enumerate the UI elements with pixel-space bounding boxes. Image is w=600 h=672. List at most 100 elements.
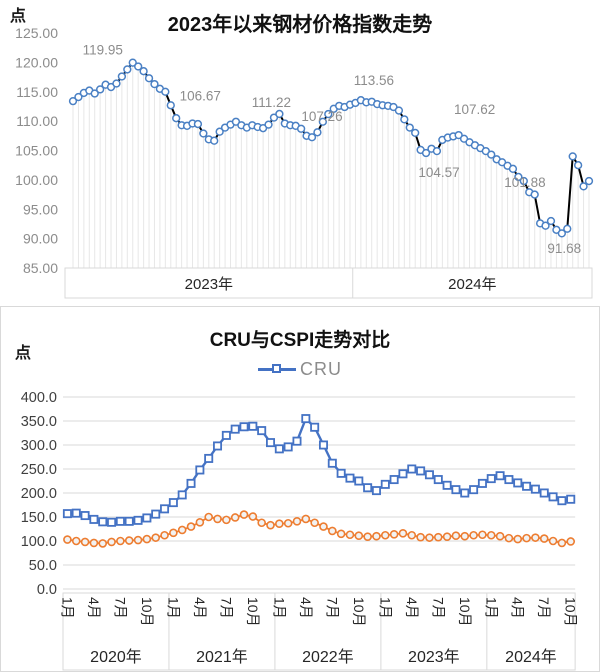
cru-marker xyxy=(504,475,514,485)
chart2-ytick-label: 0.0 xyxy=(37,582,57,598)
cspi-marker xyxy=(310,518,319,528)
x-axis-band xyxy=(64,267,593,299)
chart1-ytick-label: 105.00 xyxy=(15,143,58,159)
chart2-ytick-label: 150.0 xyxy=(21,510,57,526)
cru-marker xyxy=(513,478,523,488)
month-tick-label: 7月 xyxy=(536,597,552,619)
data-point-marker xyxy=(172,114,181,123)
cru-marker xyxy=(557,496,567,506)
cspi-marker xyxy=(451,531,461,541)
data-label: 111.22 xyxy=(252,95,291,110)
month-tick-label: 4月 xyxy=(404,597,420,619)
data-point-marker xyxy=(514,172,523,182)
cru-marker xyxy=(115,516,125,526)
data-point-marker xyxy=(112,79,121,88)
cspi-marker xyxy=(89,538,99,548)
month-tick-label: 10月 xyxy=(563,597,579,627)
data-label: 106.67 xyxy=(180,89,221,104)
data-label: 107.62 xyxy=(454,102,495,117)
chart1-ytick-label: 110.00 xyxy=(16,113,58,129)
cspi-marker xyxy=(548,536,558,546)
cspi-marker xyxy=(478,530,487,540)
data-point-marker xyxy=(210,136,219,145)
data-point-marker xyxy=(74,92,83,102)
month-tick-label: 4月 xyxy=(298,597,314,619)
cru-marker xyxy=(292,436,302,446)
month-tick-label: 1月 xyxy=(59,597,75,619)
month-tick-label: 4月 xyxy=(510,597,526,619)
cspi-marker xyxy=(204,512,213,522)
data-point-marker xyxy=(90,89,99,98)
data-point-marker xyxy=(96,85,105,94)
cspi-marker xyxy=(504,533,514,543)
cru-legend-square-icon xyxy=(272,364,281,373)
data-label: 101.88 xyxy=(504,175,545,190)
chart2-ytick-label: 200.0 xyxy=(21,486,57,502)
cru-marker xyxy=(354,476,364,486)
cru-line xyxy=(67,416,571,524)
data-point-marker xyxy=(215,127,224,136)
cru-legend-label: CRU xyxy=(300,359,342,379)
data-point-marker xyxy=(454,130,463,140)
cru-marker xyxy=(345,473,355,483)
cru-marker xyxy=(160,504,170,514)
cru-marker xyxy=(495,471,505,481)
cspi-marker xyxy=(301,514,311,524)
chart2-ytick-label: 50.0 xyxy=(29,558,57,574)
cspi-marker xyxy=(292,517,302,526)
data-point-marker xyxy=(193,119,203,129)
cspi-marker xyxy=(63,535,72,544)
data-point-marker xyxy=(269,113,279,122)
data-point-marker xyxy=(568,152,577,161)
data-label: 113.56 xyxy=(354,73,394,88)
cspi-marker xyxy=(248,512,258,521)
cru-marker xyxy=(380,479,390,489)
chart1-ytick-label: 115.00 xyxy=(16,84,58,100)
data-point-marker xyxy=(318,117,328,126)
month-tick-label: 7月 xyxy=(112,597,128,619)
chart1-ytick-label: 120.00 xyxy=(15,54,58,70)
chart2-year-label: 2023年 xyxy=(408,648,460,666)
chart2-x-axis-band xyxy=(62,592,576,671)
cspi-marker xyxy=(116,536,125,546)
data-point-marker xyxy=(324,109,333,119)
cspi-marker xyxy=(336,529,346,539)
cspi-marker xyxy=(442,532,452,541)
cru-marker xyxy=(213,441,223,451)
data-point-marker xyxy=(487,150,496,159)
cspi-marker xyxy=(186,522,196,531)
chart2-year-label: 2021年 xyxy=(196,648,248,666)
month-tick-label: 1月 xyxy=(271,597,287,619)
cru-marker xyxy=(80,511,90,521)
month-tick-label: 1月 xyxy=(377,597,393,619)
cru-marker xyxy=(62,509,72,519)
data-point-marker xyxy=(134,62,143,71)
data-label: 104.57 xyxy=(418,165,459,180)
data-point-marker xyxy=(123,65,132,74)
cru-marker xyxy=(257,426,267,436)
data-point-marker xyxy=(530,190,539,199)
cspi-marker xyxy=(495,531,505,541)
cspi-marker xyxy=(557,538,567,548)
data-point-marker xyxy=(68,97,78,106)
cspi-marker xyxy=(328,526,337,536)
cru-marker xyxy=(301,414,311,424)
cspi-marker xyxy=(80,537,90,547)
cspi-line xyxy=(67,513,571,545)
cspi-marker xyxy=(257,518,266,528)
cspi-marker xyxy=(531,533,540,542)
cspi-marker xyxy=(133,535,143,545)
data-point-marker xyxy=(264,120,273,129)
cru-marker xyxy=(566,494,576,504)
month-tick-label: 7月 xyxy=(324,597,340,619)
data-point-marker xyxy=(579,182,588,191)
cru-marker xyxy=(310,422,320,432)
month-tick-label: 10月 xyxy=(245,597,261,627)
data-point-marker xyxy=(199,129,208,138)
chart2-year-label: 2024年 xyxy=(505,648,557,666)
cru-marker xyxy=(107,517,117,527)
cspi-marker xyxy=(389,529,399,539)
chart2-ytick-label: 100.0 xyxy=(21,534,57,550)
data-point-marker xyxy=(432,146,442,156)
